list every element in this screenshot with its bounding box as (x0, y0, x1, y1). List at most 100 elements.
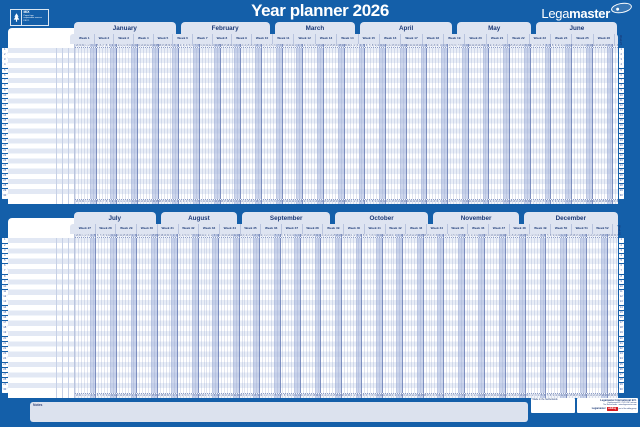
day-column (207, 48, 211, 199)
day-number-cell: 21 (497, 200, 500, 204)
week-header-cell: Week 35 (241, 224, 262, 234)
day-number-cell: 26 (157, 200, 161, 204)
row-number: 14 (618, 305, 624, 311)
day-number-cell: 1 (438, 200, 441, 204)
day-column (405, 238, 408, 393)
day-number-cell: 28 (250, 233, 253, 237)
fsc-tree-icon (11, 10, 22, 25)
week-header-cell: Week 1 (75, 34, 95, 44)
day-number-cell: 2 (264, 394, 268, 398)
week-header-cell: Week 19 (444, 34, 466, 44)
day-column (413, 238, 417, 393)
day-number-cell: 24 (595, 233, 598, 237)
day-number-cell: 27 (515, 200, 518, 204)
day-column (530, 238, 534, 393)
day-number-cell: 6 (364, 394, 367, 398)
day-number-cell: 2 (261, 43, 264, 47)
day-column (494, 48, 497, 199)
day-number-cell: 11 (287, 43, 291, 47)
row-number: 26 (618, 174, 624, 179)
row-number: 5 (2, 259, 8, 264)
day-number-cell: 3 (181, 200, 184, 204)
day-number-cell: 7 (98, 233, 101, 237)
row-number: 14 (2, 113, 8, 119)
day-column (320, 238, 323, 393)
day-column (420, 48, 424, 199)
row-number: 8 (618, 274, 624, 279)
day-column (370, 48, 373, 199)
day-number-cell: 20 (226, 394, 230, 398)
day-column (529, 48, 533, 199)
week-header-cell: Week 47 (489, 224, 510, 234)
day-column (464, 48, 468, 199)
day-number-cell: 7 (188, 233, 192, 237)
day-number-cell: 3 (355, 200, 359, 204)
row-number: 25 (618, 169, 624, 174)
day-column (225, 48, 229, 199)
day-column (385, 48, 388, 199)
day-number-cell: 1 (349, 200, 353, 204)
day-number-cell: 8 (460, 394, 464, 398)
row-number: 30 (618, 194, 624, 199)
day-column (134, 48, 138, 199)
day-number-cell: 8 (548, 233, 551, 237)
day-number-cell: 13 (565, 200, 569, 204)
day-number-cell: 25 (154, 200, 158, 204)
day-number-cell: 6 (276, 233, 280, 237)
day-number-cell: 9 (104, 394, 107, 398)
day-column (495, 238, 499, 393)
day-number-cell: 31 (168, 233, 171, 237)
day-number-cell: 22 (591, 43, 595, 47)
day-column (387, 238, 391, 393)
day-number-cell: 14 (387, 233, 391, 237)
row-number: 24 (618, 164, 624, 169)
day-number-cell: 26 (153, 394, 157, 398)
day-number-cell: 28 (163, 43, 167, 47)
day-column (218, 238, 221, 393)
day-number-cell: 28 (159, 394, 163, 398)
day-column (393, 48, 397, 199)
day-number-cell: 15 (481, 233, 485, 237)
month-tab-october: October (335, 212, 429, 225)
day-number-cell: 30 (77, 233, 81, 237)
day-number-cell: 10 (556, 43, 559, 47)
day-column (609, 48, 613, 199)
day-number-cell: 31 (259, 233, 262, 237)
day-number-cell: 1 (529, 43, 533, 47)
day-column (335, 238, 338, 393)
day-column (270, 238, 274, 393)
day-number-cell: 2 (264, 233, 268, 237)
day-column (423, 48, 427, 199)
day-column (101, 48, 105, 199)
day-column (455, 48, 459, 199)
day-number-cell: 30 (77, 394, 81, 398)
day-column (238, 238, 242, 393)
day-number-cell: 31 (80, 43, 84, 47)
week-header-cell: Week 27 (75, 224, 96, 234)
day-column (269, 48, 273, 199)
day-number-cell: 26 (422, 233, 426, 237)
day-column (522, 238, 525, 393)
day-column (547, 48, 551, 199)
day-number-cell: 25 (598, 394, 601, 398)
day-column (603, 48, 607, 199)
day-number-cell: 3 (177, 394, 180, 398)
day-column (201, 48, 205, 199)
day-number-cell: 16 (393, 43, 397, 47)
day-column (191, 238, 195, 393)
day-number-cell: 11 (378, 394, 382, 398)
day-number-cell: 28 (517, 43, 521, 47)
day-number-cell: 5 (269, 200, 273, 204)
month-tab-november: November (433, 212, 520, 225)
day-column (510, 238, 513, 393)
day-number-cell: 21 (139, 394, 142, 398)
day-number-cell: 10 (554, 233, 557, 237)
day-number-cell: 24 (417, 43, 421, 47)
day-column (299, 238, 303, 393)
day-column (340, 48, 344, 199)
row-number: 4 (2, 253, 8, 259)
row-number: 20 (2, 143, 8, 149)
day-number-cell: 25 (420, 43, 424, 47)
day-column (467, 48, 471, 199)
day-column (375, 238, 379, 393)
